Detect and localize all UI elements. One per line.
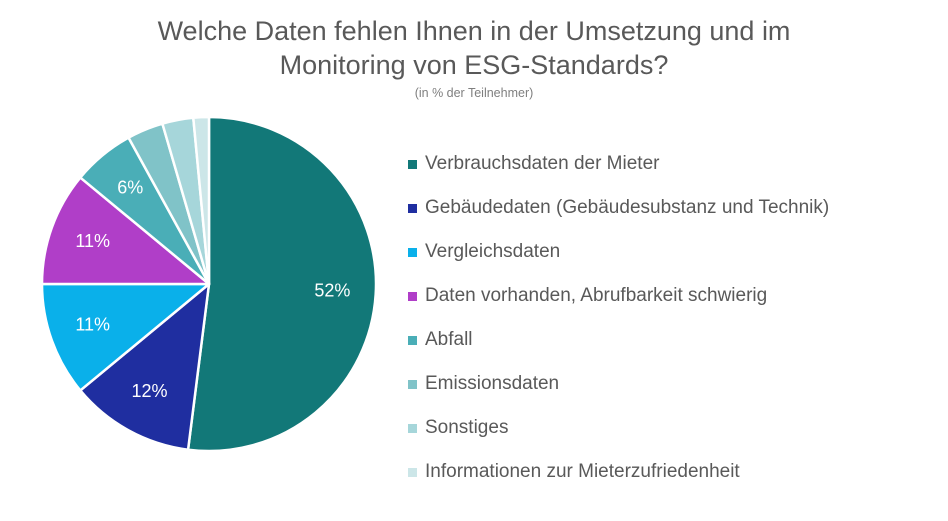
data-label-1: 52% xyxy=(314,281,350,301)
legend-item-4: Daten vorhanden, Abrufbarkeit schwierig xyxy=(408,274,829,318)
legend-swatch xyxy=(408,423,417,433)
legend-swatch xyxy=(408,291,417,301)
legend-item-2: Gebäudedaten (Gebäudesubstanz und Techni… xyxy=(408,186,829,230)
legend-swatch xyxy=(408,203,417,213)
data-label-4: 11% xyxy=(75,231,110,251)
legend-swatch xyxy=(408,379,417,389)
legend-label: Informationen zur Mieterzufriedenheit xyxy=(425,461,740,482)
legend-label: Verbrauchsdaten der Mieter xyxy=(425,153,660,174)
legend-label: Daten vorhanden, Abrufbarkeit schwierig xyxy=(425,285,768,306)
legend-item-3: Vergleichsdaten xyxy=(408,230,829,274)
legend-label: Emissionsdaten xyxy=(425,373,560,394)
legend-label: Sonstiges xyxy=(425,417,509,438)
data-label-5: 6% xyxy=(117,178,143,198)
chart-title: Welche Daten fehlen Ihnen in der Umsetzu… xyxy=(0,14,948,82)
chart-legend: Verbrauchsdaten der Mieter Gebäudedaten (… xyxy=(408,142,829,494)
legend-label: Gebäudedaten (Gebäudesubstanz und Techni… xyxy=(425,197,830,218)
data-label-3: 11% xyxy=(75,315,110,335)
legend-label: Abfall xyxy=(425,329,473,350)
pie-slice-8 xyxy=(192,115,211,286)
legend-swatch xyxy=(408,335,417,345)
legend-swatch xyxy=(408,467,417,477)
legend-item-1: Verbrauchsdaten der Mieter xyxy=(408,142,829,186)
legend-swatch xyxy=(408,247,417,257)
pie-slice-4 xyxy=(40,176,211,286)
chart-title-line-2: Monitoring von ESG-Standards? xyxy=(279,50,669,80)
legend-item-7: Sonstiges xyxy=(408,406,829,450)
legend-label: Vergleichsdaten xyxy=(425,241,561,262)
pie-slice-1 xyxy=(186,115,378,453)
legend-item-8: Informationen zur Mieterzufriedenheit xyxy=(408,450,829,494)
chart-title-line-1: Welche Daten fehlen Ihnen in der Umsetzu… xyxy=(157,16,791,46)
pie-slice-3 xyxy=(40,282,211,392)
chart-subtitle: (in % der Teilnehmer) xyxy=(414,86,534,100)
legend-swatch xyxy=(408,159,417,169)
legend-item-6: Emissionsdaten xyxy=(408,362,829,406)
data-label-2: 12% xyxy=(131,381,167,401)
pie-slice-2 xyxy=(79,282,211,451)
legend-item-5: Abfall xyxy=(408,318,829,362)
